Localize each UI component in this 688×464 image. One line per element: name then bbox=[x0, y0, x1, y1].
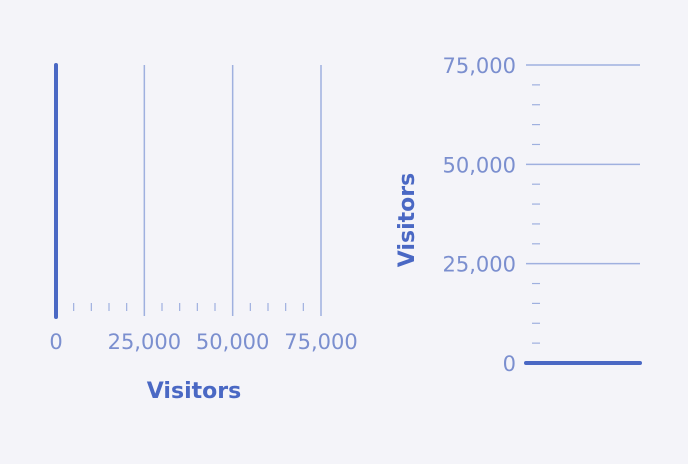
x-tick-label: 75,000 bbox=[284, 330, 357, 354]
y-tick-label: 50,000 bbox=[443, 153, 516, 177]
x-axis-title: Visitors bbox=[147, 379, 241, 404]
x-tick-label: 25,000 bbox=[108, 330, 181, 354]
vertical-axis-chart: 0 25,000 50,000 75,000 bbox=[443, 54, 642, 376]
x-tick-label: 50,000 bbox=[196, 330, 269, 354]
x-tick-label: 0 bbox=[49, 330, 62, 354]
y-tick-label: 75,000 bbox=[443, 54, 516, 78]
horizontal-axis-chart: 0 25,000 50,000 75,000 bbox=[49, 63, 358, 354]
y-axis-title: Visitors bbox=[395, 173, 420, 267]
y-tick-label: 25,000 bbox=[443, 253, 516, 277]
y-tick-label: 0 bbox=[503, 352, 516, 376]
